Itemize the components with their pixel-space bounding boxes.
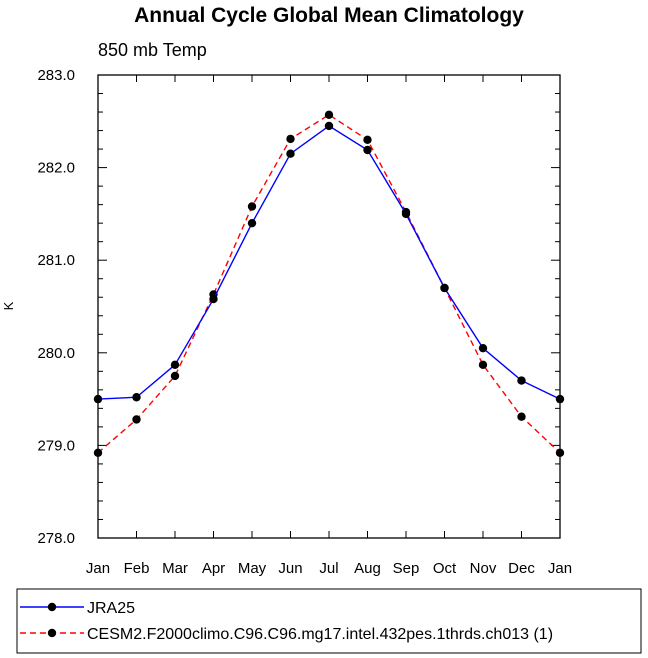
legend-marker: [47, 628, 57, 638]
x-tick-label: Feb: [124, 560, 150, 577]
legend-marker: [47, 602, 57, 612]
data-point: [286, 134, 295, 144]
chart-title: Annual Cycle Global Mean Climatology: [134, 4, 524, 27]
data-point: [363, 145, 372, 155]
series-line-0: [97, 125, 561, 400]
legend: JRA25 CESM2.F2000climo.C96.C96.mg17.intel…: [20, 600, 553, 643]
y-tick-label: 281.0: [37, 252, 75, 269]
data-point: [517, 376, 526, 385]
data-point: [247, 202, 257, 211]
data-point: [247, 218, 257, 228]
chart-subtitle: 850 mb Temp: [98, 40, 207, 60]
x-tick-label: Jan: [548, 560, 572, 577]
x-tick-label: Oct: [433, 560, 457, 577]
x-tick-label: Sep: [393, 560, 420, 577]
y-axis-label: K: [1, 301, 16, 310]
x-tick-label: Jul: [319, 560, 338, 577]
plot-frame: [97, 74, 561, 539]
legend-label: CESM2.F2000climo.C96.C96.mg17.intel.432p…: [87, 626, 553, 643]
y-tick-labels: 278.0 279.0 280.0 281.0 282.0 283.0: [37, 67, 75, 547]
x-tick-label: Aug: [354, 560, 381, 577]
y-tick-label: 280.0: [37, 345, 75, 362]
y-tick-label: 282.0: [37, 160, 75, 177]
data-point: [286, 149, 295, 158]
data-point: [363, 135, 372, 145]
data-point: [132, 393, 141, 402]
data-point: [478, 360, 488, 370]
data-point: [324, 121, 334, 131]
series-layer: [93, 110, 565, 458]
y-tick-label: 283.0: [37, 67, 75, 84]
x-tick-label: Dec: [508, 560, 535, 577]
data-point: [478, 343, 488, 353]
y-tick-label: 279.0: [37, 437, 75, 454]
x-tick-label: Nov: [470, 560, 497, 577]
data-point: [93, 394, 103, 404]
x-tick-label: Jan: [86, 560, 110, 577]
data-point: [93, 448, 103, 458]
series-line-1: [97, 113, 561, 454]
x-tick-label: Mar: [162, 560, 188, 577]
axis-ticks: [97, 74, 561, 539]
data-point: [401, 209, 411, 219]
data-point: [440, 283, 449, 293]
data-point: [132, 415, 141, 424]
data-point: [170, 371, 180, 381]
data-point: [324, 110, 334, 120]
data-point: [555, 448, 565, 458]
data-point: [517, 412, 526, 421]
y-tick-label: 278.0: [37, 530, 75, 547]
data-point: [170, 360, 180, 370]
x-tick-label: Apr: [202, 560, 225, 577]
data-point: [555, 394, 565, 404]
x-tick-label: May: [238, 560, 267, 577]
legend-box: [16, 588, 642, 654]
x-tick-label: Jun: [278, 560, 302, 577]
x-tick-labels: Jan Feb Mar Apr May Jun Jul Aug Sep Oct Nov Dec Jan: [86, 560, 572, 577]
data-point: [209, 294, 218, 304]
legend-label: JRA25: [87, 600, 135, 617]
